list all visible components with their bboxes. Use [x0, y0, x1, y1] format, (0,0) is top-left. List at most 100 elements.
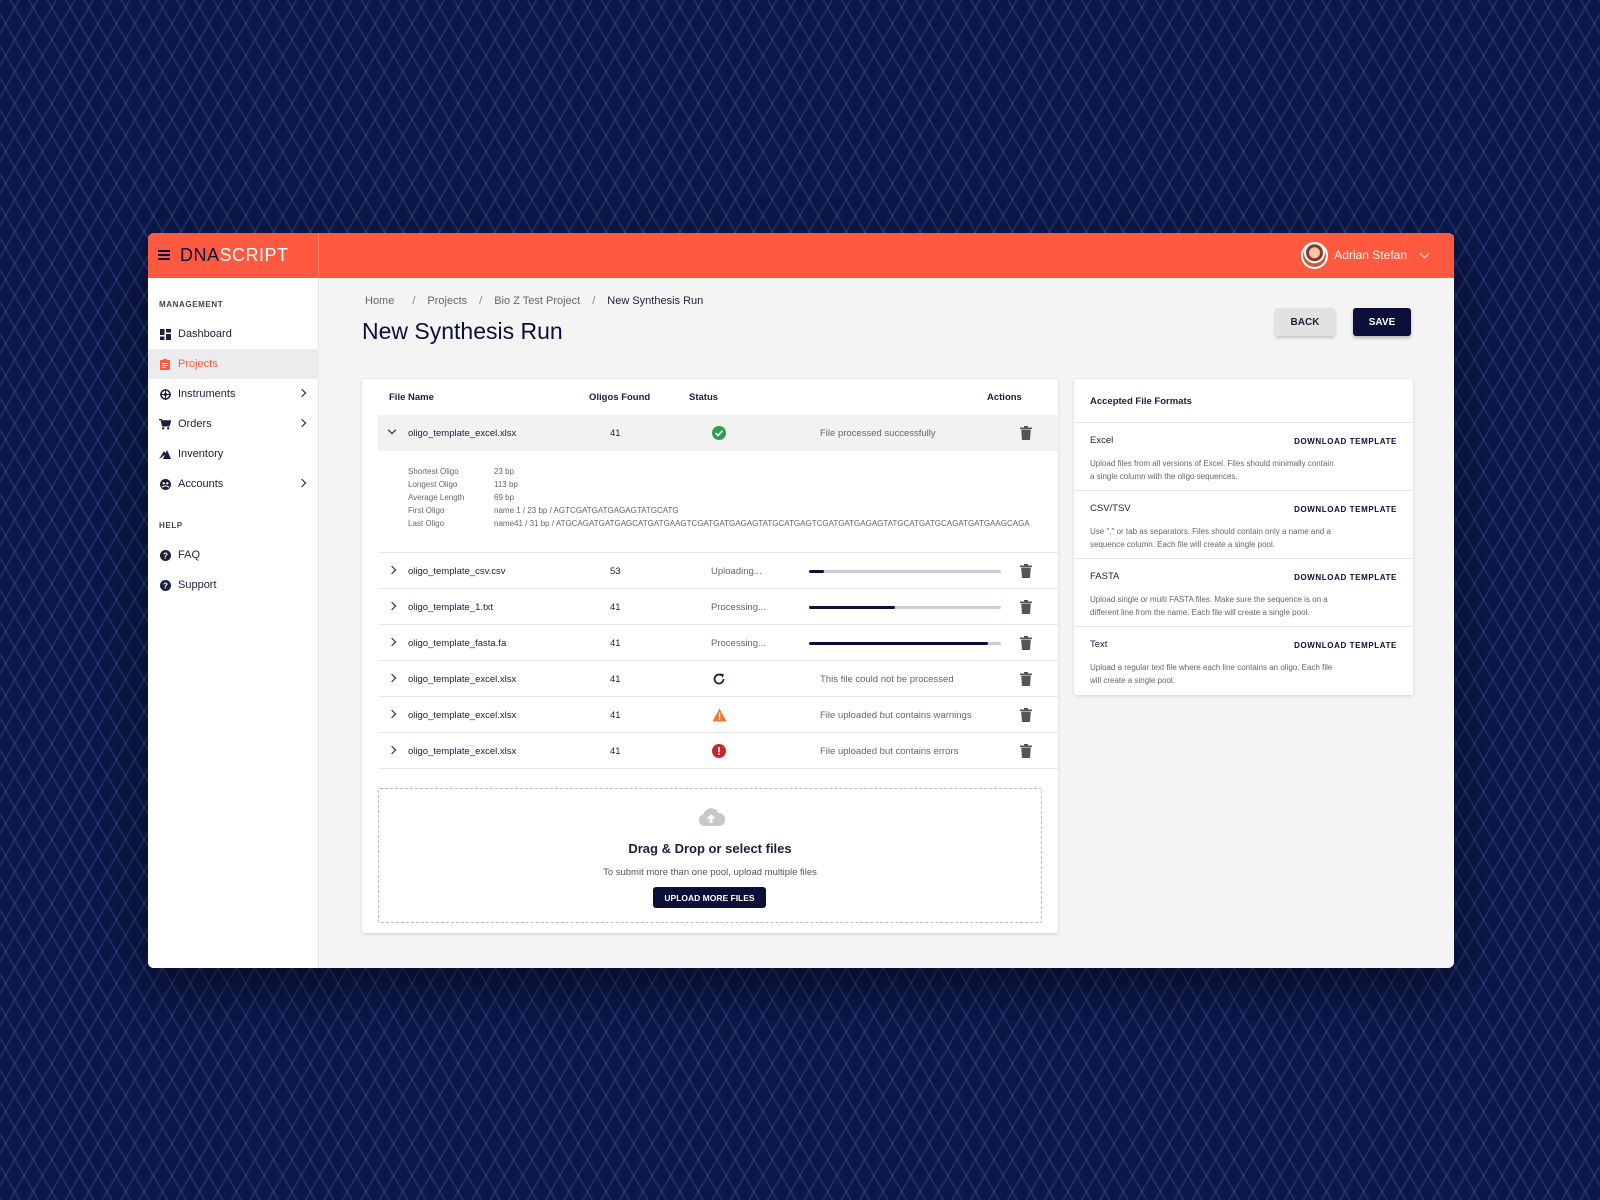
format-item-csv: CSV/TSV DOWNLOAD TEMPLATE Use "," or tab…	[1074, 490, 1413, 558]
format-name: Excel	[1090, 435, 1114, 446]
success-icon	[712, 426, 726, 440]
format-description: Upload single or multi FASTA files. Make…	[1090, 595, 1328, 617]
expand-chevron-icon[interactable]	[387, 565, 397, 575]
sidebar-section-help: HELP	[159, 521, 183, 530]
column-header-status: Status	[689, 392, 719, 403]
breadcrumb-separator: /	[592, 295, 596, 307]
status-text: Uploading...	[711, 566, 762, 577]
chevron-right-icon	[297, 478, 307, 488]
sidebar-item-inventory[interactable]: Inventory	[148, 439, 319, 469]
brand-logo[interactable]: DNASCRIPT	[180, 245, 289, 266]
collapse-chevron-icon[interactable]	[387, 425, 397, 435]
file-name: oligo_template_excel.xlsx	[408, 674, 517, 685]
trash-icon[interactable]	[1020, 426, 1032, 440]
breadcrumb-separator: /	[412, 295, 416, 307]
download-template-link[interactable]: DOWNLOAD TEMPLATE	[1294, 505, 1397, 514]
detail-value: 113 bp	[494, 480, 518, 489]
sidebar-item-orders[interactable]: Orders	[148, 409, 319, 439]
detail-label: First Oligo	[408, 506, 445, 515]
file-name: oligo_template_excel.xlsx	[408, 746, 517, 757]
expand-chevron-icon[interactable]	[387, 673, 397, 683]
sidebar-item-accounts[interactable]: Accounts	[148, 469, 319, 499]
status-message: File uploaded but contains errors	[820, 746, 959, 757]
menu-icon[interactable]	[158, 250, 170, 260]
status-text: Processing...	[711, 638, 766, 649]
expand-chevron-icon[interactable]	[387, 637, 397, 647]
column-header-oligos: Oligos Found	[589, 392, 651, 403]
download-template-link[interactable]: DOWNLOAD TEMPLATE	[1294, 641, 1397, 650]
sidebar-item-projects[interactable]: Projects	[148, 349, 319, 379]
table-row[interactable]: oligo_template_excel.xlsx 41 File proces…	[378, 415, 1058, 451]
trash-icon[interactable]	[1020, 744, 1032, 758]
trash-icon[interactable]	[1020, 672, 1032, 686]
table-row[interactable]: oligo_template_fasta.fa 41 Processing...	[378, 625, 1058, 661]
file-name: oligo_template_1.txt	[408, 602, 494, 613]
file-dropzone[interactable]: Drag & Drop or select files To submit mo…	[378, 788, 1042, 923]
format-name: CSV/TSV	[1090, 503, 1131, 514]
svg-text:?: ?	[163, 551, 168, 560]
trash-icon[interactable]	[1020, 708, 1032, 722]
table-row[interactable]: oligo_template_csv.csv 53 Uploading...	[378, 553, 1058, 589]
sidebar-item-dashboard[interactable]: Dashboard	[148, 319, 319, 349]
oligos-count: 53	[610, 566, 621, 577]
accounts-icon	[159, 478, 171, 490]
oligos-count: 41	[610, 674, 621, 685]
breadcrumb-current: New Synthesis Run	[607, 295, 704, 307]
page-title: New Synthesis Run	[362, 318, 563, 344]
retry-icon[interactable]	[712, 672, 726, 686]
status-text: Processing...	[711, 602, 766, 613]
expand-chevron-icon[interactable]	[387, 709, 397, 719]
detail-label: Last Oligo	[408, 519, 445, 528]
sidebar-item-label: Projects	[178, 358, 218, 370]
detail-value: name 1 / 23 bp / AGTCGATGATGAGAGTATGCATG	[494, 506, 679, 515]
format-item-excel: Excel DOWNLOAD TEMPLATE Upload files fro…	[1074, 422, 1413, 490]
back-button[interactable]: BACK	[1275, 308, 1335, 336]
trash-icon[interactable]	[1020, 636, 1032, 650]
files-card: File Name Oligos Found Status Actions ol…	[362, 379, 1058, 933]
file-name: oligo_template_fasta.fa	[408, 638, 507, 649]
download-template-link[interactable]: DOWNLOAD TEMPLATE	[1294, 437, 1397, 446]
upload-more-files-button[interactable]: UPLOAD MORE FILES	[653, 887, 766, 908]
formats-title: Accepted File Formats	[1090, 396, 1192, 407]
help-icon: ?	[159, 549, 171, 561]
detail-label: Longest Oligo	[408, 480, 458, 489]
sidebar-item-support[interactable]: ? Support	[148, 570, 319, 600]
progress-fill	[809, 642, 988, 645]
dropzone-title: Drag & Drop or select files	[628, 841, 792, 856]
table-row[interactable]: oligo_template_1.txt 41 Processing...	[378, 589, 1058, 625]
sidebar-item-instruments[interactable]: Instruments	[148, 379, 319, 409]
download-template-link[interactable]: DOWNLOAD TEMPLATE	[1294, 573, 1397, 582]
cart-icon	[159, 418, 171, 430]
breadcrumb-projects[interactable]: Projects	[427, 295, 468, 307]
progress-fill	[809, 570, 825, 573]
oligos-count: 41	[610, 428, 621, 439]
detail-value: name41 / 31 bp / ATGCAGATGATGAGCATGATGAA…	[494, 519, 1030, 528]
table-row[interactable]: oligo_template_excel.xlsx 41 This file c…	[378, 661, 1058, 697]
save-button[interactable]: SAVE	[1353, 308, 1411, 336]
sidebar-item-label: Accounts	[178, 478, 224, 490]
help-icon: ?	[159, 579, 171, 591]
oligos-count: 41	[610, 602, 621, 613]
progress-fill	[809, 606, 896, 609]
status-message: File processed successfully	[820, 428, 936, 439]
trash-icon[interactable]	[1020, 564, 1032, 578]
breadcrumb-project[interactable]: Bio Z Test Project	[494, 295, 581, 307]
table-row[interactable]: oligo_template_excel.xlsx 41 File upload…	[378, 697, 1058, 733]
format-description: Upload a regular text file where each li…	[1090, 663, 1333, 685]
expand-chevron-icon[interactable]	[387, 601, 397, 611]
sidebar-item-faq[interactable]: ? FAQ	[148, 540, 319, 570]
progress-bar	[809, 606, 1001, 609]
table-row[interactable]: oligo_template_excel.xlsx 41 File upload…	[378, 733, 1058, 769]
user-menu[interactable]: Adrian Stefan	[1301, 241, 1430, 269]
format-description: Use "," or tab as separators. Files shou…	[1090, 527, 1331, 549]
accepted-formats-card: Accepted File Formats Excel DOWNLOAD TEM…	[1074, 379, 1413, 695]
inventory-icon	[159, 448, 171, 460]
dashboard-icon	[159, 328, 171, 340]
sidebar-item-label: Orders	[178, 418, 212, 430]
sidebar-item-label: FAQ	[178, 549, 201, 561]
expand-chevron-icon[interactable]	[387, 745, 397, 755]
trash-icon[interactable]	[1020, 600, 1032, 614]
brand-logo-part1: DNA	[180, 245, 220, 265]
breadcrumb-home[interactable]: Home	[365, 295, 395, 307]
top-bar: DNASCRIPT Adrian Stefan	[148, 233, 1454, 278]
